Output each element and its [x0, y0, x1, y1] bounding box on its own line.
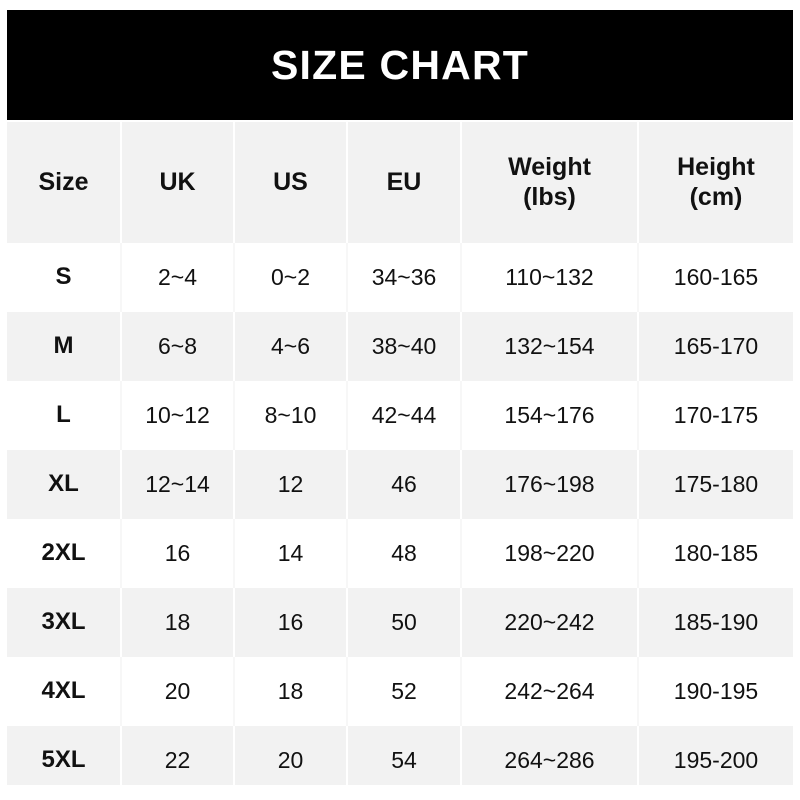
- cell-size: S: [7, 243, 122, 312]
- column-header-us-label: US: [273, 167, 308, 196]
- cell-us: 12: [235, 450, 348, 519]
- table-row: 3XL 18 16 50 220~242 185-190: [7, 588, 793, 657]
- page-title: SIZE CHART: [271, 41, 529, 88]
- column-header-weight-unit: (lbs): [523, 182, 576, 211]
- cell-uk: 10~12: [122, 381, 235, 450]
- cell-size: XL: [7, 450, 122, 519]
- cell-height: 180-185: [639, 519, 793, 588]
- table-row: XL 12~14 12 46 176~198 175-180: [7, 450, 793, 519]
- cell-uk: 2~4: [122, 243, 235, 312]
- cell-uk: 12~14: [122, 450, 235, 519]
- size-chart-table: Size UK US EU Weight (: [7, 122, 793, 795]
- bottom-margin: [0, 785, 800, 800]
- cell-weight: 132~154: [462, 312, 639, 381]
- cell-eu: 34~36: [348, 243, 462, 312]
- cell-eu: 48: [348, 519, 462, 588]
- cell-weight: 110~132: [462, 243, 639, 312]
- table-header-row: Size UK US EU Weight (: [7, 122, 793, 243]
- column-header-eu-label: EU: [386, 167, 422, 196]
- cell-height: 185-190: [639, 588, 793, 657]
- column-header-size-label: Size: [38, 167, 89, 196]
- cell-size: M: [7, 312, 122, 381]
- cell-size: 5XL: [7, 726, 122, 795]
- cell-us: 4~6: [235, 312, 348, 381]
- column-header-uk-label: UK: [159, 167, 196, 196]
- cell-size: 4XL: [7, 657, 122, 726]
- cell-weight: 198~220: [462, 519, 639, 588]
- column-header-eu: EU: [348, 122, 462, 243]
- cell-us: 16: [235, 588, 348, 657]
- title-banner: SIZE CHART: [7, 10, 793, 120]
- cell-eu: 50: [348, 588, 462, 657]
- cell-size: 3XL: [7, 588, 122, 657]
- cell-weight: 264~286: [462, 726, 639, 795]
- table-row: L 10~12 8~10 42~44 154~176 170-175: [7, 381, 793, 450]
- column-header-height-unit: (cm): [689, 182, 743, 211]
- cell-size: 2XL: [7, 519, 122, 588]
- cell-eu: 38~40: [348, 312, 462, 381]
- column-header-height: Height (cm): [639, 122, 793, 243]
- column-header-size: Size: [7, 122, 122, 243]
- cell-uk: 22: [122, 726, 235, 795]
- cell-eu: 54: [348, 726, 462, 795]
- column-header-height-label: Height: [677, 153, 755, 181]
- cell-height: 170-175: [639, 381, 793, 450]
- table-row: M 6~8 4~6 38~40 132~154 165-170: [7, 312, 793, 381]
- cell-eu: 42~44: [348, 381, 462, 450]
- cell-us: 14: [235, 519, 348, 588]
- cell-us: 18: [235, 657, 348, 726]
- cell-us: 8~10: [235, 381, 348, 450]
- cell-us: 20: [235, 726, 348, 795]
- cell-height: 160-165: [639, 243, 793, 312]
- cell-uk: 16: [122, 519, 235, 588]
- cell-eu: 52: [348, 657, 462, 726]
- cell-height: 195-200: [639, 726, 793, 795]
- table-row: 4XL 20 18 52 242~264 190-195: [7, 657, 793, 726]
- cell-uk: 18: [122, 588, 235, 657]
- table-row: S 2~4 0~2 34~36 110~132 160-165: [7, 243, 793, 312]
- cell-height: 175-180: [639, 450, 793, 519]
- cell-eu: 46: [348, 450, 462, 519]
- cell-weight: 176~198: [462, 450, 639, 519]
- column-header-weight: Weight (lbs): [462, 122, 639, 243]
- table-row: 2XL 16 14 48 198~220 180-185: [7, 519, 793, 588]
- cell-us: 0~2: [235, 243, 348, 312]
- cell-uk: 20: [122, 657, 235, 726]
- cell-weight: 154~176: [462, 381, 639, 450]
- cell-height: 165-170: [639, 312, 793, 381]
- cell-uk: 6~8: [122, 312, 235, 381]
- column-header-uk: UK: [122, 122, 235, 243]
- cell-weight: 220~242: [462, 588, 639, 657]
- cell-size: L: [7, 381, 122, 450]
- cell-height: 190-195: [639, 657, 793, 726]
- table-row: 5XL 22 20 54 264~286 195-200: [7, 726, 793, 795]
- column-header-weight-label: Weight: [508, 153, 591, 181]
- column-header-us: US: [235, 122, 348, 243]
- cell-weight: 242~264: [462, 657, 639, 726]
